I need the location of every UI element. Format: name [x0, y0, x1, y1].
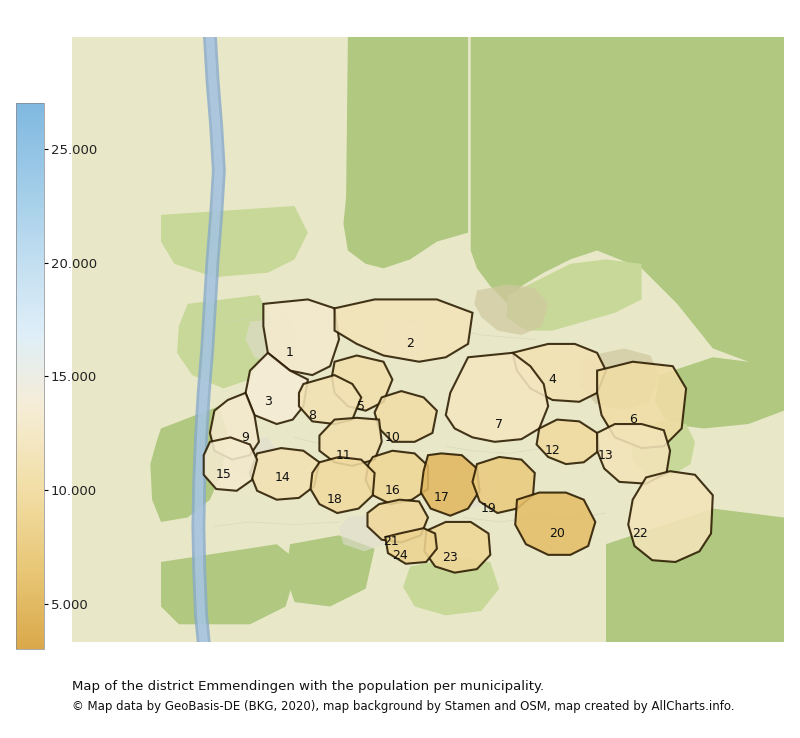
Polygon shape — [319, 418, 382, 466]
Polygon shape — [421, 453, 480, 516]
Text: 14: 14 — [275, 471, 291, 484]
Polygon shape — [286, 535, 374, 607]
Text: 8: 8 — [308, 409, 316, 421]
Polygon shape — [246, 317, 299, 365]
Polygon shape — [374, 391, 437, 442]
Polygon shape — [446, 353, 548, 442]
Polygon shape — [228, 438, 277, 477]
Polygon shape — [367, 500, 428, 542]
Polygon shape — [579, 348, 659, 410]
Text: 10: 10 — [385, 431, 400, 444]
Polygon shape — [631, 420, 695, 477]
Text: 17: 17 — [434, 492, 450, 504]
Text: 6: 6 — [629, 413, 637, 426]
Polygon shape — [210, 393, 259, 460]
Text: 2: 2 — [406, 337, 414, 351]
Text: 5: 5 — [358, 400, 366, 413]
Text: 22: 22 — [632, 527, 648, 540]
Polygon shape — [366, 451, 428, 504]
Polygon shape — [655, 357, 784, 429]
Text: 9: 9 — [242, 431, 250, 444]
Polygon shape — [515, 492, 595, 555]
Polygon shape — [386, 528, 437, 564]
Polygon shape — [473, 457, 534, 513]
Text: 11: 11 — [335, 449, 351, 462]
Polygon shape — [597, 424, 670, 483]
Text: 18: 18 — [326, 493, 342, 506]
Polygon shape — [403, 557, 499, 615]
Polygon shape — [379, 317, 428, 359]
Polygon shape — [628, 471, 713, 562]
Polygon shape — [537, 420, 599, 464]
Text: 4: 4 — [549, 373, 557, 386]
Polygon shape — [425, 522, 490, 573]
Polygon shape — [310, 457, 374, 513]
Text: 20: 20 — [549, 527, 565, 540]
Polygon shape — [263, 300, 339, 375]
Text: 3: 3 — [264, 396, 272, 408]
Polygon shape — [161, 544, 299, 624]
Polygon shape — [246, 353, 308, 424]
Polygon shape — [597, 362, 686, 448]
Text: 16: 16 — [385, 484, 400, 497]
Polygon shape — [339, 513, 390, 551]
Text: 12: 12 — [545, 444, 561, 458]
Text: Map of the district Emmendingen with the population per municipality.: Map of the district Emmendingen with the… — [72, 680, 544, 694]
Polygon shape — [250, 448, 319, 500]
Polygon shape — [150, 406, 228, 522]
Polygon shape — [299, 375, 362, 424]
Text: 7: 7 — [495, 418, 503, 430]
Polygon shape — [343, 37, 468, 269]
Text: 1: 1 — [286, 346, 294, 359]
Polygon shape — [474, 284, 548, 335]
Polygon shape — [606, 508, 784, 642]
Text: 15: 15 — [215, 468, 231, 481]
Text: 23: 23 — [442, 551, 458, 564]
Text: 24: 24 — [392, 549, 407, 562]
Text: 13: 13 — [598, 449, 614, 462]
Polygon shape — [161, 206, 308, 277]
Polygon shape — [513, 344, 606, 401]
Text: © Map data by GeoBasis-DE (BKG, 2020), map background by Stamen and OSM, map cre: © Map data by GeoBasis-DE (BKG, 2020), m… — [72, 700, 734, 713]
Polygon shape — [334, 300, 473, 362]
Polygon shape — [204, 438, 257, 491]
Text: 21: 21 — [382, 535, 398, 548]
Text: 19: 19 — [481, 502, 496, 515]
Polygon shape — [470, 37, 784, 375]
Polygon shape — [446, 469, 492, 508]
Polygon shape — [332, 356, 392, 410]
Polygon shape — [506, 259, 642, 331]
Polygon shape — [177, 295, 272, 388]
